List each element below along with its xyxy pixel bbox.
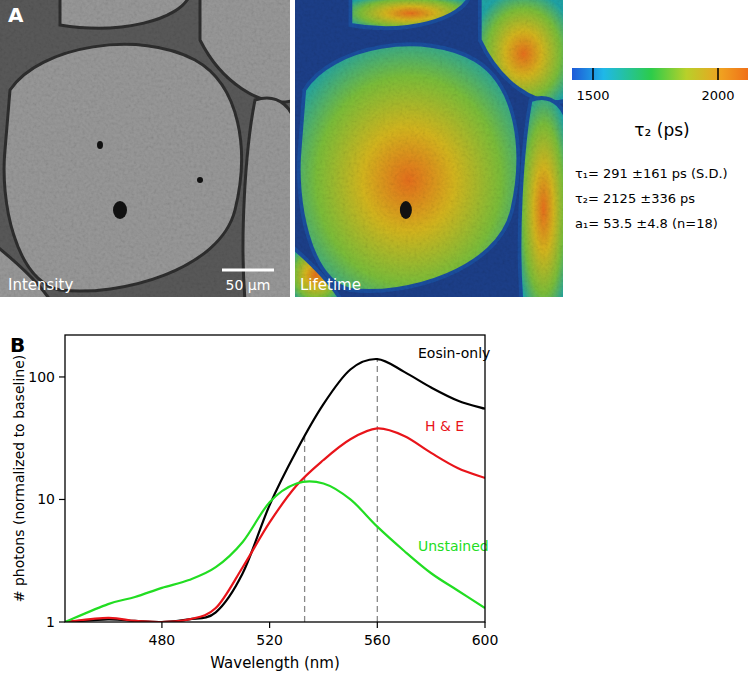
series-line	[65, 359, 485, 622]
lifetime-lobules	[295, 0, 563, 297]
colorbar	[572, 68, 748, 80]
peak-line	[377, 359, 378, 622]
scale-bar-label: 50 μm	[226, 277, 271, 293]
x-axis-label: Wavelength (nm)	[210, 654, 340, 672]
x-tick-label: 600	[472, 632, 499, 648]
stat-text: τ₂= 2125 ±336 ps	[575, 191, 695, 206]
plot-area	[65, 359, 485, 622]
figure: A Intensity 50 μm Lifetime 1500 2000 τ₂ (ps) τ₁…	[0, 0, 750, 681]
image-background	[0, 0, 290, 297]
y-tick	[59, 499, 65, 500]
panel-label: A	[8, 3, 24, 27]
colorbar-tick	[592, 68, 594, 80]
scale-bar	[222, 269, 274, 272]
peak-line	[304, 437, 305, 622]
y-tick-label: 10	[37, 491, 55, 507]
lifetime-image	[295, 0, 563, 297]
texture	[295, 0, 563, 297]
x-tick-label: 480	[149, 632, 176, 648]
colorbar-tick	[717, 68, 719, 80]
dark-spot	[197, 177, 203, 183]
stat-text: τ₁= 291 ±161 ps (S.D.)	[575, 166, 728, 181]
dark-spot	[113, 201, 127, 219]
image-label: Lifetime	[300, 276, 361, 294]
x-tick-label: 560	[364, 632, 391, 648]
x-tick	[484, 622, 485, 628]
plot-frame	[65, 335, 485, 622]
x-tick	[269, 622, 270, 628]
y-tick	[59, 621, 65, 622]
x-tick	[161, 622, 162, 628]
dark-spot	[97, 141, 103, 149]
texture	[0, 0, 290, 297]
image-label: Intensity	[8, 276, 73, 294]
colorbar-label: τ₂ (ps)	[634, 120, 689, 140]
series-line	[65, 428, 485, 622]
intensity-image	[0, 0, 290, 297]
y-axis-label: # photons (normalized to baseline)	[11, 355, 27, 603]
stat-text: a₁= 53.5 ±4.8 (n=18)	[575, 216, 718, 231]
y-tick	[59, 376, 65, 377]
image-background	[295, 0, 563, 297]
y-tick-label: 100	[28, 369, 55, 385]
x-tick	[377, 622, 378, 628]
series-label: Unstained	[418, 538, 489, 554]
series-label: H & E	[425, 418, 464, 434]
series-label: Eosin-only	[418, 345, 490, 361]
x-tick-label: 520	[256, 632, 283, 648]
colorbar-tick-label: 1500	[576, 88, 609, 103]
y-tick-label: 1	[46, 614, 55, 630]
colorbar-tick-label: 2000	[701, 88, 734, 103]
dark-spot	[400, 201, 412, 219]
panel-label: B	[10, 333, 25, 357]
